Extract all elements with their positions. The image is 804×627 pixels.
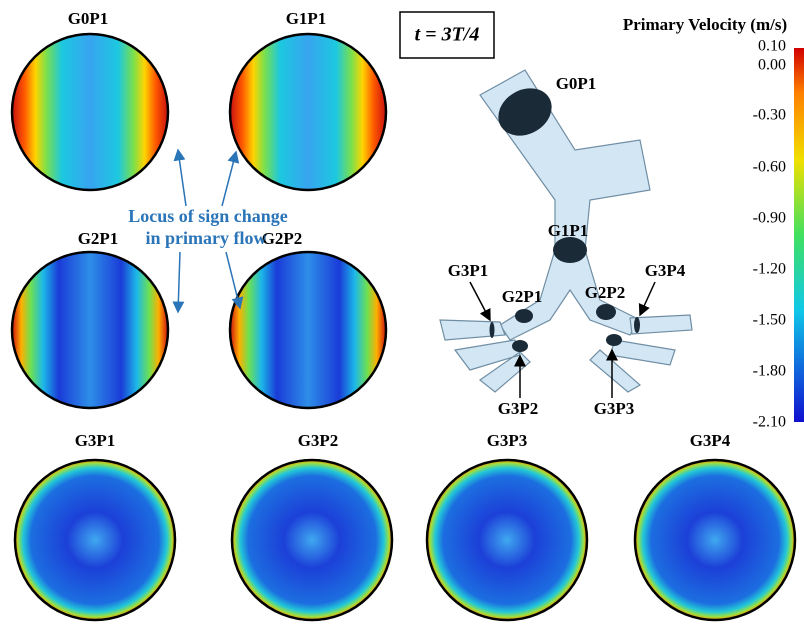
airway-label: G3P1 (448, 261, 489, 280)
colorbar-tick-label: -2.10 (753, 414, 786, 431)
colorbar-tick-label: -0.60 (753, 159, 786, 176)
colorbar-scale (794, 48, 804, 422)
contour (232, 460, 392, 620)
colorbar-ticks: 0.10 0.00 -0.30 -0.60 -0.90 -1.20 -1.50 -1.80 -2… (753, 38, 786, 431)
panel-label: G2P2 (262, 229, 303, 248)
contour (427, 460, 587, 620)
panel-label: G1P1 (286, 9, 327, 28)
colorbar-title: Primary Velocity (m/s) (623, 15, 787, 34)
colorbar-tick-label: -1.80 (753, 363, 786, 380)
colorbar-tick-label: -0.30 (753, 107, 786, 124)
airway-label: G2P1 (502, 287, 543, 306)
airway-label: G1P1 (548, 221, 589, 240)
contour (12, 252, 168, 408)
contour (12, 34, 168, 190)
contour (230, 34, 386, 190)
annotation-text: Locus of sign change (128, 206, 288, 226)
annotation-text: in primary flow (146, 228, 267, 248)
airway-label: G2P2 (585, 283, 626, 302)
panel-label: G3P4 (690, 431, 731, 450)
colorbar-tick-label: 0.10 (758, 38, 786, 55)
panel-label: G3P3 (487, 431, 528, 450)
contour (230, 252, 386, 408)
figure: G0P1 G1P1 G2P1 G2P2 G3P1 G3P2 G3P3 G3P4 … (0, 0, 804, 627)
colorbar-tick-label: 0.00 (758, 57, 786, 74)
airway-label: G3P3 (594, 399, 635, 418)
airway-label: G3P4 (645, 261, 686, 280)
time-label: t = 3T/4 (415, 24, 480, 46)
colorbar-tick-label: -1.20 (753, 261, 786, 278)
contour (635, 460, 795, 620)
colorbar-tick-label: -1.50 (753, 312, 786, 329)
airway-model: G0P1 G1P1 G3P1 G2P1 G2P2 G3P4 G3P2 G3P3 (440, 70, 692, 418)
airway-label: G0P1 (556, 74, 597, 93)
airway-label: G3P2 (498, 399, 539, 418)
panel-label: G0P1 (68, 9, 109, 28)
colorbar-tick-label: -0.90 (753, 210, 786, 227)
panel-label: G3P2 (298, 431, 339, 450)
contour (15, 460, 175, 620)
colorbar: Primary Velocity (m/s) 0.10 0.00 -0.30 -0.6… (623, 15, 804, 431)
panel-label: G2P1 (78, 229, 119, 248)
panel-label: G3P1 (75, 431, 116, 450)
